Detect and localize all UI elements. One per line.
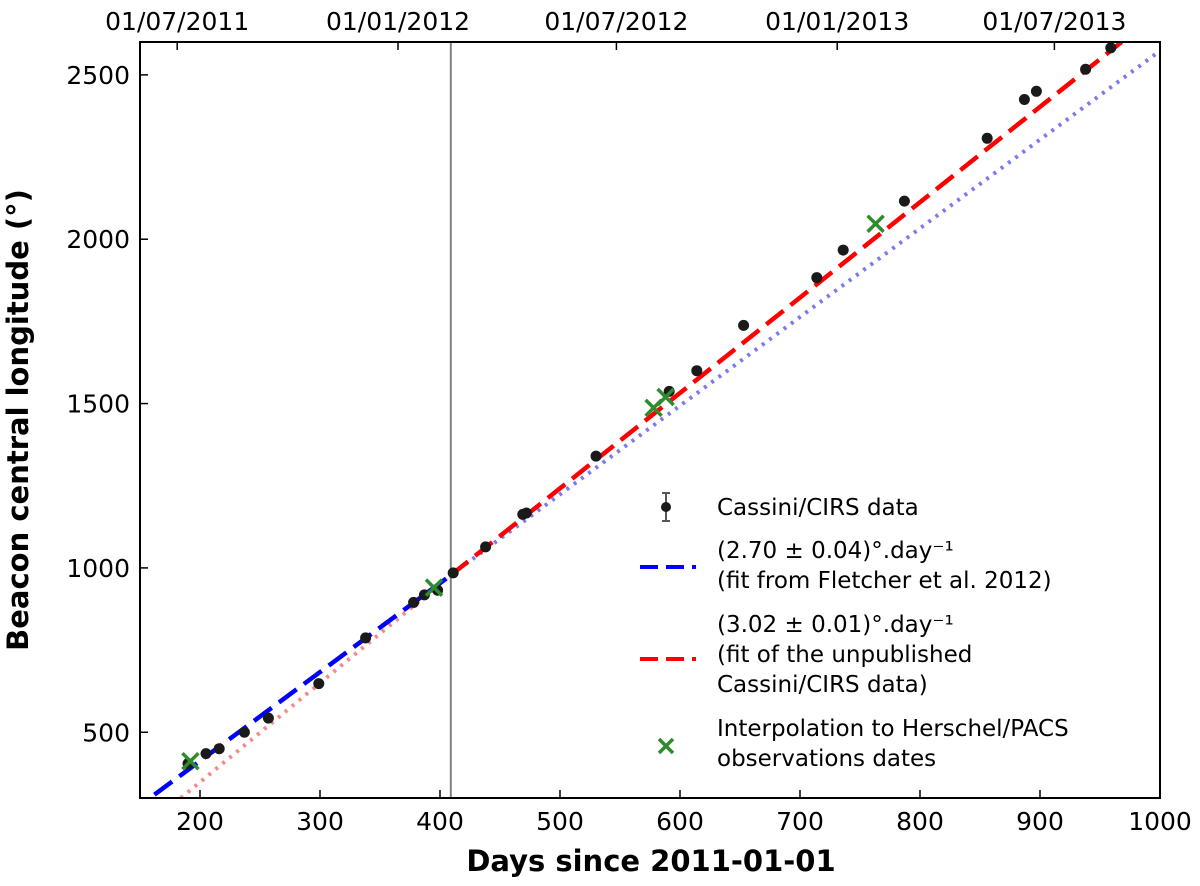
top-date-label: 01/07/2013 bbox=[982, 7, 1126, 36]
x-tick-label: 400 bbox=[416, 807, 464, 836]
top-date-label: 01/01/2012 bbox=[326, 7, 470, 36]
legend-label-cirs-rate: (3.02 ± 0.01)°.day⁻¹ bbox=[717, 612, 954, 638]
top-date-label: 01/07/2011 bbox=[105, 7, 249, 36]
data-point bbox=[898, 195, 910, 207]
x-tick-label: 200 bbox=[176, 807, 224, 836]
top-date-label: 01/07/2012 bbox=[544, 7, 688, 36]
legend-label-herschel-2: observations dates bbox=[717, 746, 936, 772]
fletcher-fit-line bbox=[153, 573, 453, 797]
data-point bbox=[590, 450, 602, 462]
legend-label-cirs-source-2: Cassini/CIRS data) bbox=[717, 672, 928, 698]
y-tick-label: 500 bbox=[82, 718, 130, 747]
herschel-marker bbox=[866, 214, 885, 234]
data-point bbox=[447, 567, 459, 579]
x-tick-label: 800 bbox=[896, 807, 944, 836]
data-point bbox=[213, 743, 225, 755]
herschel-marker bbox=[181, 751, 200, 771]
data-point bbox=[1018, 94, 1030, 106]
data-point bbox=[738, 319, 750, 331]
legend-entry-herschel: Interpolation to Herschel/PACS observati… bbox=[657, 716, 1069, 772]
legend-label-cirs-source-1: (fit of the unpublished bbox=[717, 642, 972, 668]
cirs-fit-line bbox=[449, 42, 1123, 577]
top-date-label: 01/01/2013 bbox=[765, 7, 909, 36]
data-point bbox=[238, 726, 250, 738]
legend-label-fletcher-source: (fit from Fletcher et al. 2012) bbox=[717, 568, 1052, 594]
data-point bbox=[200, 748, 212, 760]
legend-label-fletcher-rate: (2.70 ± 0.04)°.day⁻¹ bbox=[717, 538, 954, 564]
legend-green-x-symbol bbox=[657, 737, 675, 755]
data-point bbox=[1105, 42, 1117, 54]
plot-area bbox=[153, 42, 1160, 798]
data-point bbox=[520, 507, 532, 519]
herschel-marker bbox=[424, 578, 444, 597]
plot-frame bbox=[139, 41, 1161, 799]
legend-entry-cirs-data: Cassini/CIRS data bbox=[661, 492, 919, 522]
legend: Cassini/CIRS data (2.70 ± 0.04)°.day⁻¹ (… bbox=[640, 492, 1069, 772]
legend-point-symbol bbox=[661, 502, 671, 512]
plot-content bbox=[153, 42, 1160, 798]
x-tick-label: 700 bbox=[776, 807, 824, 836]
data-point bbox=[262, 712, 274, 724]
x-tick-label: 1000 bbox=[1128, 807, 1192, 836]
data-point bbox=[313, 678, 325, 690]
data-point bbox=[360, 632, 372, 644]
x-tick-label: 900 bbox=[1016, 807, 1064, 836]
x-tick-label: 500 bbox=[536, 807, 584, 836]
x-tick-label: 300 bbox=[296, 807, 344, 836]
x-axis-title: Days since 2011-01-01 bbox=[466, 844, 835, 878]
legend-label-herschel-1: Interpolation to Herschel/PACS bbox=[717, 716, 1069, 742]
y-tick-label: 2500 bbox=[66, 61, 130, 90]
data-point bbox=[480, 541, 492, 553]
herschel-marker bbox=[656, 387, 675, 407]
y-tick-label: 2000 bbox=[66, 225, 130, 254]
axes: 200 300 400 500 600 700 800 900 1000 500 1000 1500 2… bbox=[66, 7, 1191, 836]
data-point bbox=[811, 272, 823, 284]
legend-entry-cirs-fit: (3.02 ± 0.01)°.day⁻¹ (fit of the unpubli… bbox=[640, 612, 972, 698]
fletcher-fit-extrapolated-line bbox=[449, 49, 1160, 577]
data-point bbox=[837, 244, 849, 256]
legend-label-cirs-data: Cassini/CIRS data bbox=[717, 495, 919, 521]
data-point bbox=[1030, 85, 1042, 97]
data-point bbox=[981, 132, 993, 144]
data-point bbox=[1080, 63, 1092, 75]
y-tick-label: 1500 bbox=[66, 390, 130, 419]
data-point bbox=[408, 596, 420, 608]
data-point bbox=[691, 365, 703, 377]
x-tick-label: 600 bbox=[656, 807, 704, 836]
y-tick-label: 1000 bbox=[66, 554, 130, 583]
y-axis-title: Beacon central longitude (°) bbox=[1, 189, 35, 651]
legend-entry-fletcher-fit: (2.70 ± 0.04)°.day⁻¹ (fit from Fletcher … bbox=[640, 538, 1052, 594]
